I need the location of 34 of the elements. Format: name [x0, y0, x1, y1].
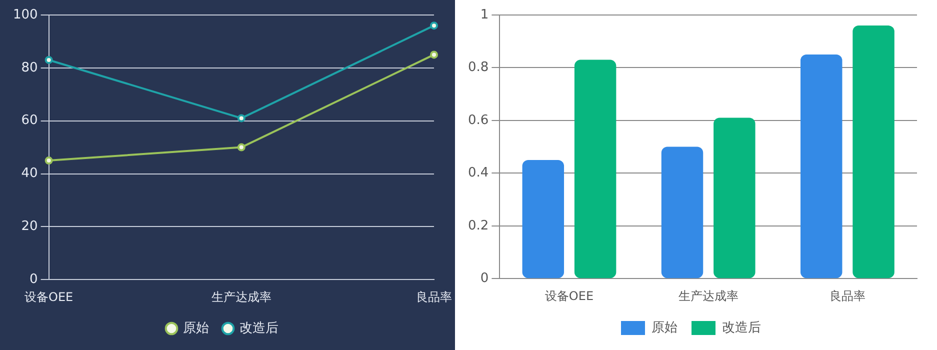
y-tick-label: 0.8 [468, 60, 489, 76]
x-tick-label: 良品率 [829, 288, 866, 303]
point [44, 156, 53, 165]
y-tick-label: 1 [480, 7, 489, 22]
y-tick-label: 60 [21, 113, 38, 128]
x-tick-label: 良品率 [416, 290, 452, 304]
y-tick-label: 20 [21, 219, 38, 234]
bar [574, 60, 616, 278]
y-tick-label: 0.2 [468, 218, 489, 234]
legend-label: 改造后 [240, 320, 278, 336]
legend-label: 原始 [652, 320, 678, 336]
x-tick-label: 生产达成率 [211, 290, 272, 304]
x-tick-label: 生产达成率 [678, 288, 738, 303]
bar [714, 118, 756, 278]
bar [661, 146, 704, 278]
point [430, 50, 438, 59]
y-tick-label: 40 [21, 166, 38, 182]
y-tick-label: 100 [12, 7, 38, 22]
legend-label: 改造后 [722, 320, 761, 336]
x-tick-label: 设备OEE [24, 290, 74, 304]
bar [852, 26, 894, 278]
legend-label: 原始 [183, 320, 209, 336]
point [237, 114, 246, 122]
point [44, 56, 53, 64]
y-tick-label: 0 [30, 272, 38, 287]
y-tick-label: 80 [21, 60, 38, 76]
point [237, 143, 246, 152]
y-tick-label: 0.6 [468, 112, 489, 128]
y-tick-label: 0.4 [468, 166, 489, 181]
point [430, 22, 438, 30]
bar [800, 54, 842, 278]
y-tick-label: 0 [480, 270, 489, 286]
x-tick-label: 设备OEE [544, 288, 594, 303]
bar [522, 160, 564, 278]
